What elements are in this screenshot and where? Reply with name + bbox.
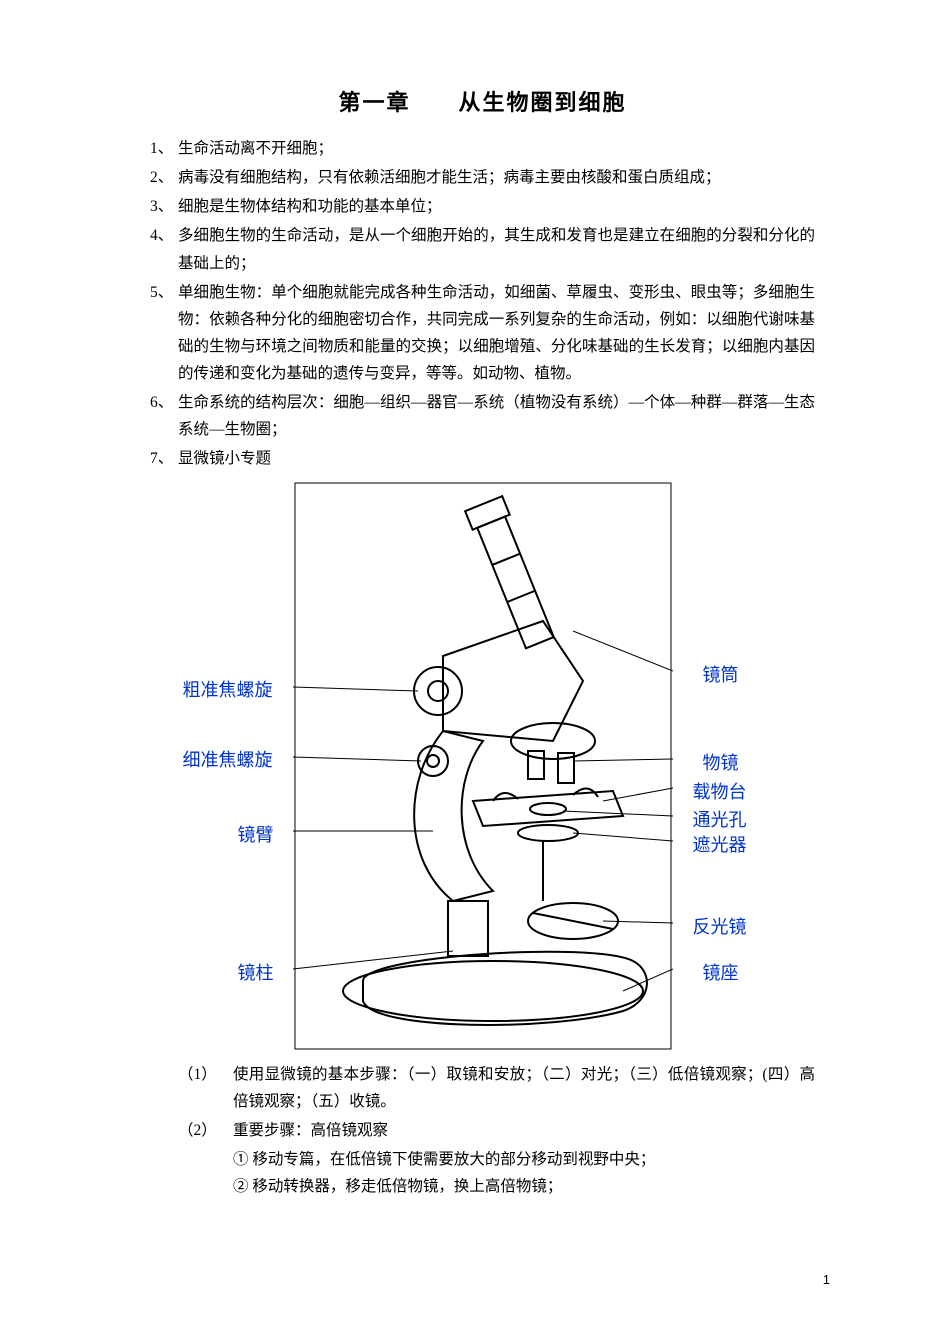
label-objective: 物镜 <box>703 749 739 775</box>
label-diaphragm: 遮光器 <box>693 831 747 857</box>
list-item: 7、 显微镜小专题 <box>150 445 815 472</box>
sub-list-item: （2） 重要步骤：高倍镜观察 <box>178 1117 815 1144</box>
main-list: 1、 生命活动离不开细胞； 2、 病毒没有细胞结构，只有依赖活细胞才能生活；病毒… <box>150 135 815 473</box>
page-content: 第一章 从生物圈到细胞 1、 生命活动离不开细胞； 2、 病毒没有细胞结构，只有… <box>0 0 945 1200</box>
label-aperture: 通光孔 <box>693 806 747 832</box>
sub-list-item: （1） 使用显微镜的基本步骤：（一）取镜和安放；（二）对光；（三）低倍镜观察；(… <box>178 1061 815 1115</box>
microscope-svg <box>293 481 673 1051</box>
page-number: 1 <box>823 1272 830 1287</box>
sub-sub-list: ① 移动专篇，在低倍镜下使需要放大的部分移动到视野中央； ② 移动转换器，移走低… <box>150 1146 815 1200</box>
label-fine-focus: 细准焦螺旋 <box>183 746 273 772</box>
label-stage: 载物台 <box>693 778 747 804</box>
label-pillar: 镜柱 <box>238 959 274 985</box>
label-coarse-focus: 粗准焦螺旋 <box>183 676 273 702</box>
sub-list: （1） 使用显微镜的基本步骤：（一）取镜和安放；（二）对光；（三）低倍镜观察；(… <box>150 1061 815 1144</box>
list-item: 1、 生命活动离不开细胞； <box>150 135 815 162</box>
sub-sub-item: ① 移动专篇，在低倍镜下使需要放大的部分移动到视野中央； <box>233 1146 815 1173</box>
list-item: 2、 病毒没有细胞结构，只有依赖活细胞才能生活；病毒主要由核酸和蛋白质组成； <box>150 164 815 191</box>
list-item: 4、 多细胞生物的生命活动，是从一个细胞开始的，其生成和发育也是建立在细胞的分裂… <box>150 222 815 276</box>
label-tube: 镜筒 <box>703 661 739 687</box>
list-item: 6、 生命系统的结构层次：细胞—组织—器官—系统（植物没有系统）—个体—种群—群… <box>150 389 815 443</box>
sub-sub-item: ② 移动转换器，移走低倍物镜，换上高倍物镜； <box>233 1173 815 1200</box>
list-item: 5、 单细胞生物：单个细胞就能完成各种生命活动，如细菌、草履虫、变形虫、眼虫等；… <box>150 279 815 388</box>
label-mirror: 反光镜 <box>693 913 747 939</box>
label-arm: 镜臂 <box>238 821 274 847</box>
label-base: 镜座 <box>703 959 739 985</box>
microscope-diagram: 粗准焦螺旋 细准焦螺旋 镜臂 镜柱 镜筒 物镜 载物台 通光孔 遮光器 反光镜 … <box>183 481 783 1051</box>
list-item: 3、 细胞是生物体结构和功能的基本单位； <box>150 193 815 220</box>
chapter-title: 第一章 从生物圈到细胞 <box>150 85 815 117</box>
